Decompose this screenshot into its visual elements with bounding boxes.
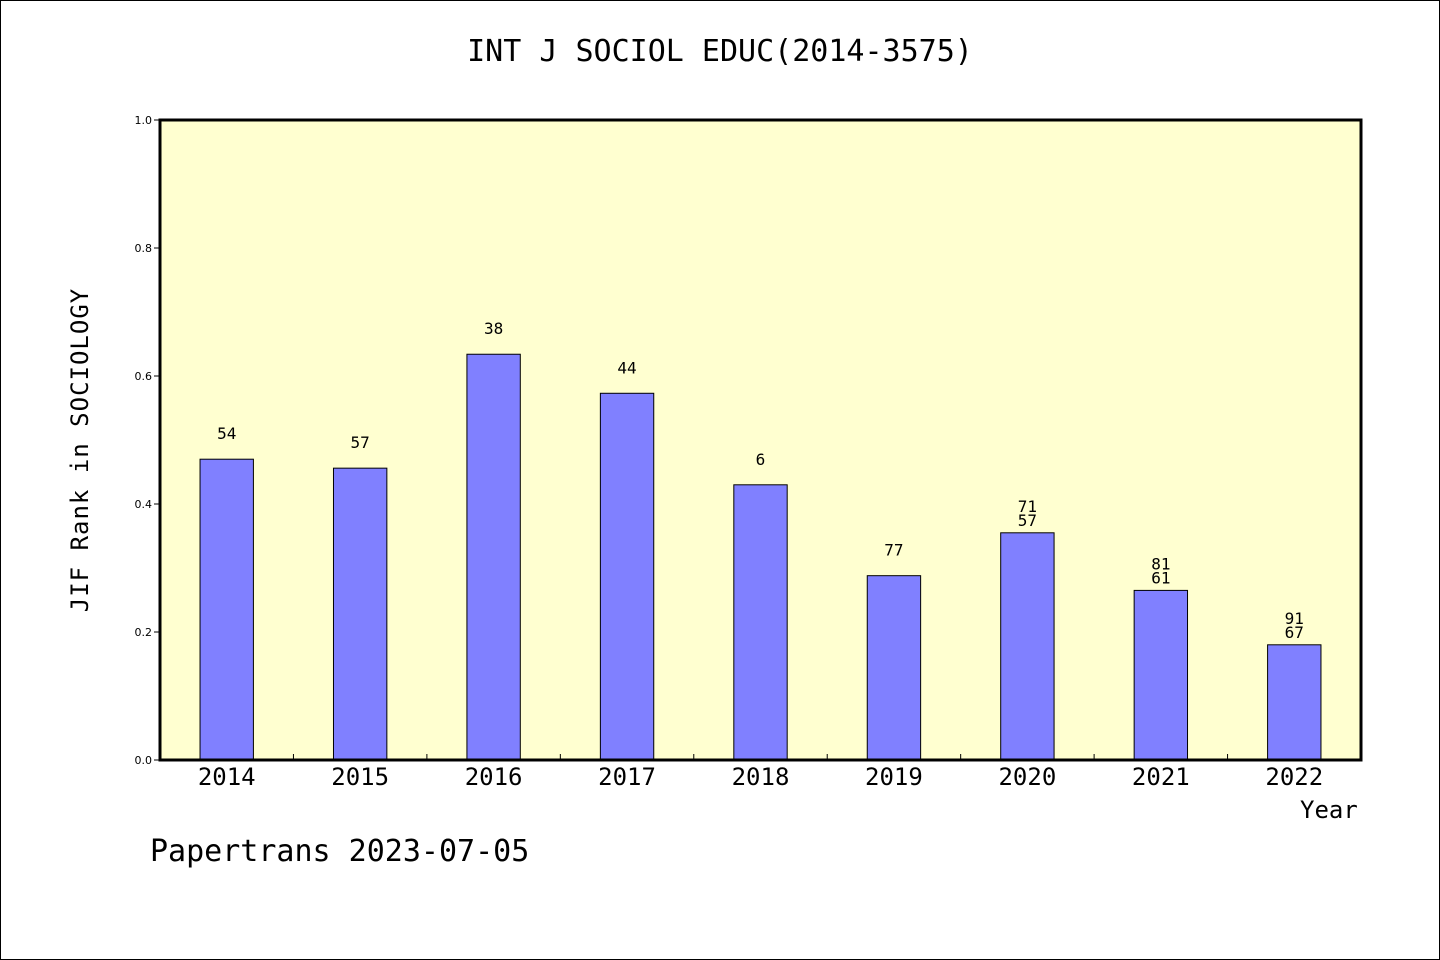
y-tick-label: 0.2 (135, 626, 153, 639)
bar-rank-label: 57 (1018, 511, 1037, 530)
x-tick-label: 2015 (331, 763, 389, 791)
bars-group (199, 353, 1322, 761)
x-tick-label: 2014 (198, 763, 256, 791)
plot-border (158, 118, 1363, 762)
y-tick-label: 0.4 (135, 498, 153, 511)
y-tick-label: 0.0 (135, 754, 153, 767)
bar-2021 (1133, 589, 1189, 761)
y-tick-label: 0.6 (135, 370, 153, 383)
bar-total-label: 91 (1285, 609, 1304, 628)
y-tick-label: 1.0 (135, 114, 153, 127)
x-tick-label: 2017 (598, 763, 656, 791)
bar-2014 (199, 458, 254, 761)
bar-total-label: 81 (1151, 554, 1170, 573)
x-axis-label: Year (1300, 796, 1358, 824)
x-tick-label: 2020 (998, 763, 1056, 791)
bar-rank-label: 77 (884, 541, 903, 560)
x-tick-label: 2022 (1265, 763, 1323, 791)
bar-rank-label: 6 (756, 450, 766, 469)
axis-ticks-group: 0.0 0.2 0.4 0.6 0.8 1.0 (135, 114, 1229, 767)
bar-2016 (466, 353, 521, 761)
x-tick-label: 2018 (732, 763, 790, 791)
bar-rank-label: 44 (617, 358, 636, 377)
bar-2020 (1000, 532, 1055, 761)
bar-2022 (1267, 644, 1322, 761)
bar-2017 (599, 392, 655, 761)
bar-rank-label: 67 (1285, 623, 1304, 642)
bar-rank-label: 38 (484, 319, 503, 338)
footer-date: Papertrans 2023-07-05 (150, 834, 530, 869)
bar-rank-label: 61 (1151, 568, 1170, 587)
bar-rank-label: 54 (217, 424, 236, 443)
data-labels-group: 2014 54 2015 57 2016 38 2017 44 2018 6 2019 77 2020 5… (198, 319, 1323, 791)
bar-2019 (866, 575, 922, 761)
x-tick-label: 2019 (865, 763, 923, 791)
x-tick-label: 2016 (465, 763, 523, 791)
bar-2015 (332, 467, 388, 761)
bar-total-label: 71 (1018, 497, 1037, 516)
chart-title: INT J SOCIOL EDUC(2014-3575) (467, 34, 973, 69)
bar-2018 (733, 484, 788, 761)
y-tick-label: 0.8 (135, 242, 153, 255)
bar-rank-label: 57 (351, 433, 370, 452)
x-tick-label: 2021 (1132, 763, 1190, 791)
